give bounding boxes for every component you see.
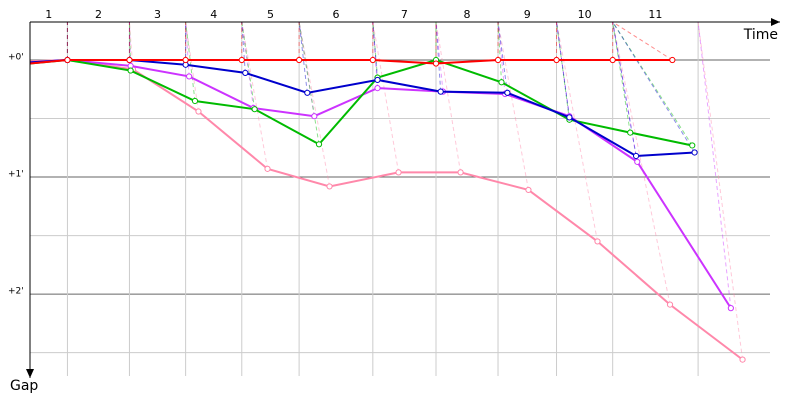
lap-connector bbox=[298, 21, 315, 117]
point bbox=[127, 67, 134, 74]
point bbox=[374, 85, 381, 92]
lap-connector bbox=[435, 21, 442, 92]
lap-connector bbox=[612, 21, 693, 146]
lap-connector bbox=[612, 21, 671, 305]
point bbox=[566, 114, 573, 121]
point bbox=[126, 56, 133, 64]
point bbox=[457, 169, 464, 176]
series-line bbox=[29, 58, 693, 147]
point bbox=[191, 97, 199, 105]
point bbox=[242, 69, 249, 77]
y-tick-label: +0' bbox=[8, 53, 24, 63]
lap-label: 8 bbox=[464, 8, 471, 21]
lap-connector bbox=[372, 21, 379, 80]
lap-connector bbox=[185, 21, 196, 102]
point bbox=[395, 169, 402, 176]
point bbox=[374, 76, 381, 84]
lap-connector bbox=[128, 21, 134, 70]
point bbox=[525, 186, 532, 194]
point bbox=[311, 113, 318, 120]
lap-connector bbox=[185, 21, 199, 112]
point bbox=[437, 88, 444, 95]
point bbox=[315, 141, 323, 148]
point bbox=[296, 56, 303, 64]
lap-connector bbox=[241, 21, 269, 169]
point bbox=[195, 108, 202, 115]
point bbox=[553, 56, 560, 64]
y-axis-label: Gap bbox=[10, 378, 38, 394]
lap-connector bbox=[372, 21, 379, 78]
point bbox=[264, 165, 271, 172]
lap-connector bbox=[697, 21, 744, 360]
point bbox=[666, 301, 674, 308]
point bbox=[494, 56, 502, 64]
lap-connector bbox=[556, 21, 570, 118]
series-line bbox=[29, 59, 744, 361]
lap-connector bbox=[372, 21, 400, 173]
lap-label: 10 bbox=[578, 8, 592, 21]
lap-connector bbox=[241, 21, 254, 109]
point bbox=[498, 79, 505, 86]
lap-label: 6 bbox=[332, 8, 339, 21]
plot-area bbox=[29, 21, 746, 363]
lap-connector bbox=[612, 21, 673, 61]
point bbox=[432, 60, 440, 67]
point bbox=[627, 129, 634, 136]
point bbox=[594, 238, 601, 245]
lap-connector bbox=[497, 21, 508, 93]
lap-connector bbox=[435, 21, 444, 92]
lap-label: 5 bbox=[267, 8, 274, 21]
lap-connector bbox=[556, 21, 598, 242]
point bbox=[634, 158, 641, 165]
lap-connector bbox=[556, 21, 570, 120]
lap-connector bbox=[612, 21, 696, 153]
point bbox=[238, 56, 245, 64]
point bbox=[691, 149, 698, 156]
lap-connector bbox=[497, 21, 506, 95]
point bbox=[326, 183, 333, 190]
point bbox=[504, 89, 511, 96]
lap-connector bbox=[298, 21, 320, 145]
lap-label: 4 bbox=[210, 8, 217, 21]
point bbox=[689, 142, 696, 149]
lap-connector bbox=[497, 21, 503, 83]
lap-connector bbox=[435, 21, 462, 173]
lap-connector bbox=[612, 21, 631, 133]
lap-label: 7 bbox=[401, 8, 408, 21]
lap-label: 9 bbox=[524, 8, 531, 21]
point bbox=[369, 56, 376, 64]
y-tick-label: +2' bbox=[8, 287, 24, 297]
lap-label: 1 bbox=[45, 8, 52, 21]
lap-connector bbox=[185, 21, 190, 77]
y-tick-label: +1' bbox=[8, 170, 24, 180]
point bbox=[669, 56, 676, 64]
point bbox=[739, 356, 746, 363]
point bbox=[609, 56, 616, 64]
lap-label: 11 bbox=[648, 8, 662, 21]
point bbox=[186, 73, 193, 80]
lap-connector bbox=[241, 21, 256, 110]
point bbox=[632, 152, 640, 160]
lap-connector bbox=[497, 21, 529, 191]
point bbox=[304, 89, 311, 96]
lap-label: 2 bbox=[95, 8, 102, 21]
lap-connector bbox=[241, 21, 246, 73]
lap-connector bbox=[298, 21, 331, 187]
lap-connector bbox=[697, 21, 732, 309]
lap-label: 3 bbox=[154, 8, 161, 21]
point bbox=[727, 305, 734, 312]
point bbox=[64, 56, 71, 64]
point bbox=[182, 56, 189, 64]
x-axis-label: Time bbox=[743, 27, 778, 43]
point bbox=[251, 106, 258, 113]
lap-connector bbox=[298, 21, 308, 93]
lap-connector bbox=[612, 21, 638, 162]
lap-connector bbox=[556, 21, 570, 117]
series-line bbox=[29, 59, 673, 65]
